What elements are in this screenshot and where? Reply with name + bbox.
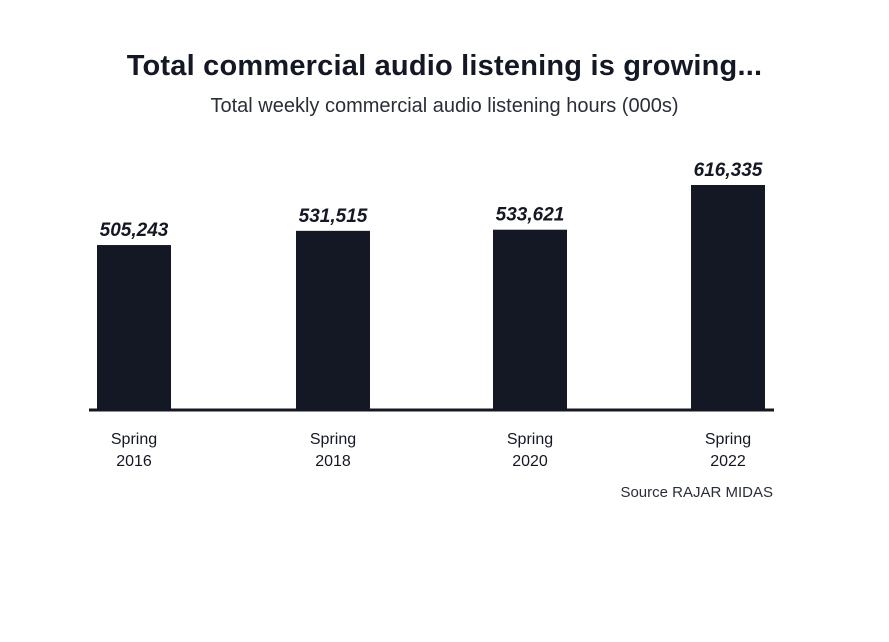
bar-2 [493, 229, 567, 410]
x-tick-label-1: Spring 2018 [310, 431, 356, 470]
data-label-2: 533,621 [496, 205, 565, 226]
bar-1 [296, 230, 370, 410]
x-tick-label-3: Spring 2022 [705, 431, 751, 470]
x-tick-label-0: Spring 2016 [111, 431, 157, 470]
chart-source: Source RAJAR MIDAS [620, 484, 773, 501]
data-label-0: 505,243 [100, 220, 169, 241]
data-label-1: 531,515 [299, 206, 368, 227]
chart-subtitle: Total weekly commercial audio listening … [210, 95, 679, 117]
bar-0 [97, 245, 171, 410]
bar-3 [691, 185, 765, 410]
data-label-3: 616,335 [694, 160, 763, 181]
x-tick-label-2: Spring 2020 [507, 431, 553, 470]
chart-title: Total commercial audio listening is grow… [126, 50, 763, 82]
